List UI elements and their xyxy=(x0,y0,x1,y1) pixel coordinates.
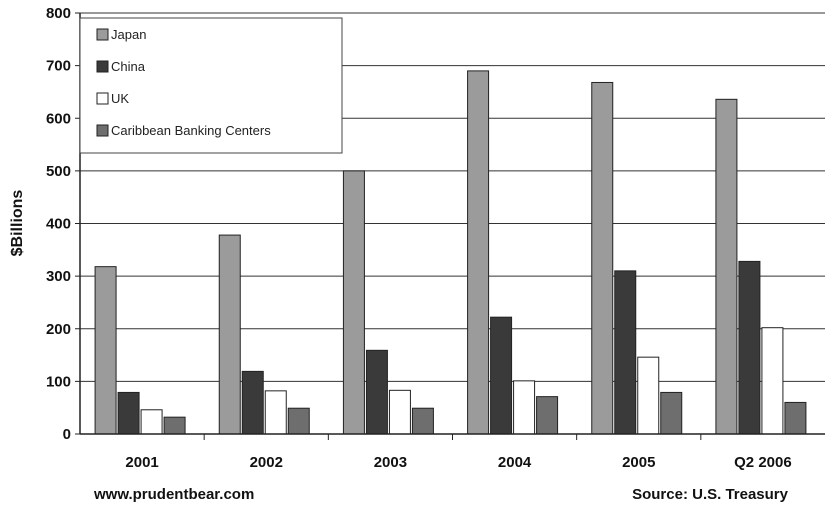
x-tick-label: 2002 xyxy=(250,454,283,471)
bar-japan xyxy=(218,234,241,435)
bar-uk xyxy=(513,380,536,435)
bar-japan xyxy=(94,266,117,435)
y-tick-label: 100 xyxy=(46,373,71,390)
legend: Japan China UK Caribbean Banking Centers xyxy=(79,17,343,154)
bar-uk xyxy=(761,327,784,435)
x-tick-label: 2003 xyxy=(374,454,407,471)
bar-caribbean-banking-centers xyxy=(660,391,683,435)
bar-caribbean-banking-centers xyxy=(163,416,186,435)
bar-china xyxy=(241,370,264,435)
bar-uk xyxy=(637,356,660,435)
y-axis-label: $Billions xyxy=(9,190,26,257)
legend-swatch xyxy=(96,92,109,105)
y-tick-label: 600 xyxy=(46,110,71,127)
bars xyxy=(94,70,807,435)
y-tick-label: 300 xyxy=(46,268,71,285)
bar-uk xyxy=(140,409,163,435)
bar-japan xyxy=(715,98,738,435)
legend-label: UK xyxy=(111,91,129,106)
legend-label: Japan xyxy=(111,27,146,42)
bar-caribbean-banking-centers xyxy=(411,407,434,435)
bar-caribbean-banking-centers xyxy=(784,401,807,435)
y-tick-label: 800 xyxy=(46,5,71,22)
y-tick-label: 700 xyxy=(46,58,71,75)
bar-japan xyxy=(591,81,614,435)
legend-swatch xyxy=(96,60,109,73)
x-tick-label: 2001 xyxy=(125,454,158,471)
bar-japan xyxy=(342,170,365,435)
x-tick-label: 2004 xyxy=(498,454,532,471)
legend-label: Caribbean Banking Centers xyxy=(111,123,271,138)
legend-swatch xyxy=(96,28,109,41)
bar-caribbean-banking-centers xyxy=(536,396,559,435)
x-tick-label: 2005 xyxy=(622,454,655,471)
bar-china xyxy=(738,260,761,435)
bar-uk xyxy=(388,389,411,435)
bar-japan xyxy=(467,70,490,435)
bar-uk xyxy=(264,390,287,435)
y-tick-label: 400 xyxy=(46,216,71,233)
footer-website: www.prudentbear.com xyxy=(93,486,254,503)
x-tick-label: Q2 2006 xyxy=(734,454,792,471)
footer-source: Source: U.S. Treasury xyxy=(632,486,789,503)
y-tick-label: 0 xyxy=(63,426,71,443)
bar-caribbean-banking-centers xyxy=(287,407,310,435)
legend-swatch xyxy=(96,124,109,137)
legend-box xyxy=(79,17,343,154)
x-tick-labels: 2001 2002 2003 2004 2005 Q2 2006 xyxy=(125,454,791,471)
y-tick-label: 200 xyxy=(46,321,71,338)
legend-label: China xyxy=(111,59,146,74)
bar-china xyxy=(614,270,637,435)
y-tick-label: 500 xyxy=(46,163,71,180)
bar-china xyxy=(117,391,140,435)
bar-china xyxy=(365,349,388,435)
bar-china xyxy=(490,316,513,435)
y-tick-labels: 0 100 200 300 400 500 600 700 800 xyxy=(46,5,71,443)
